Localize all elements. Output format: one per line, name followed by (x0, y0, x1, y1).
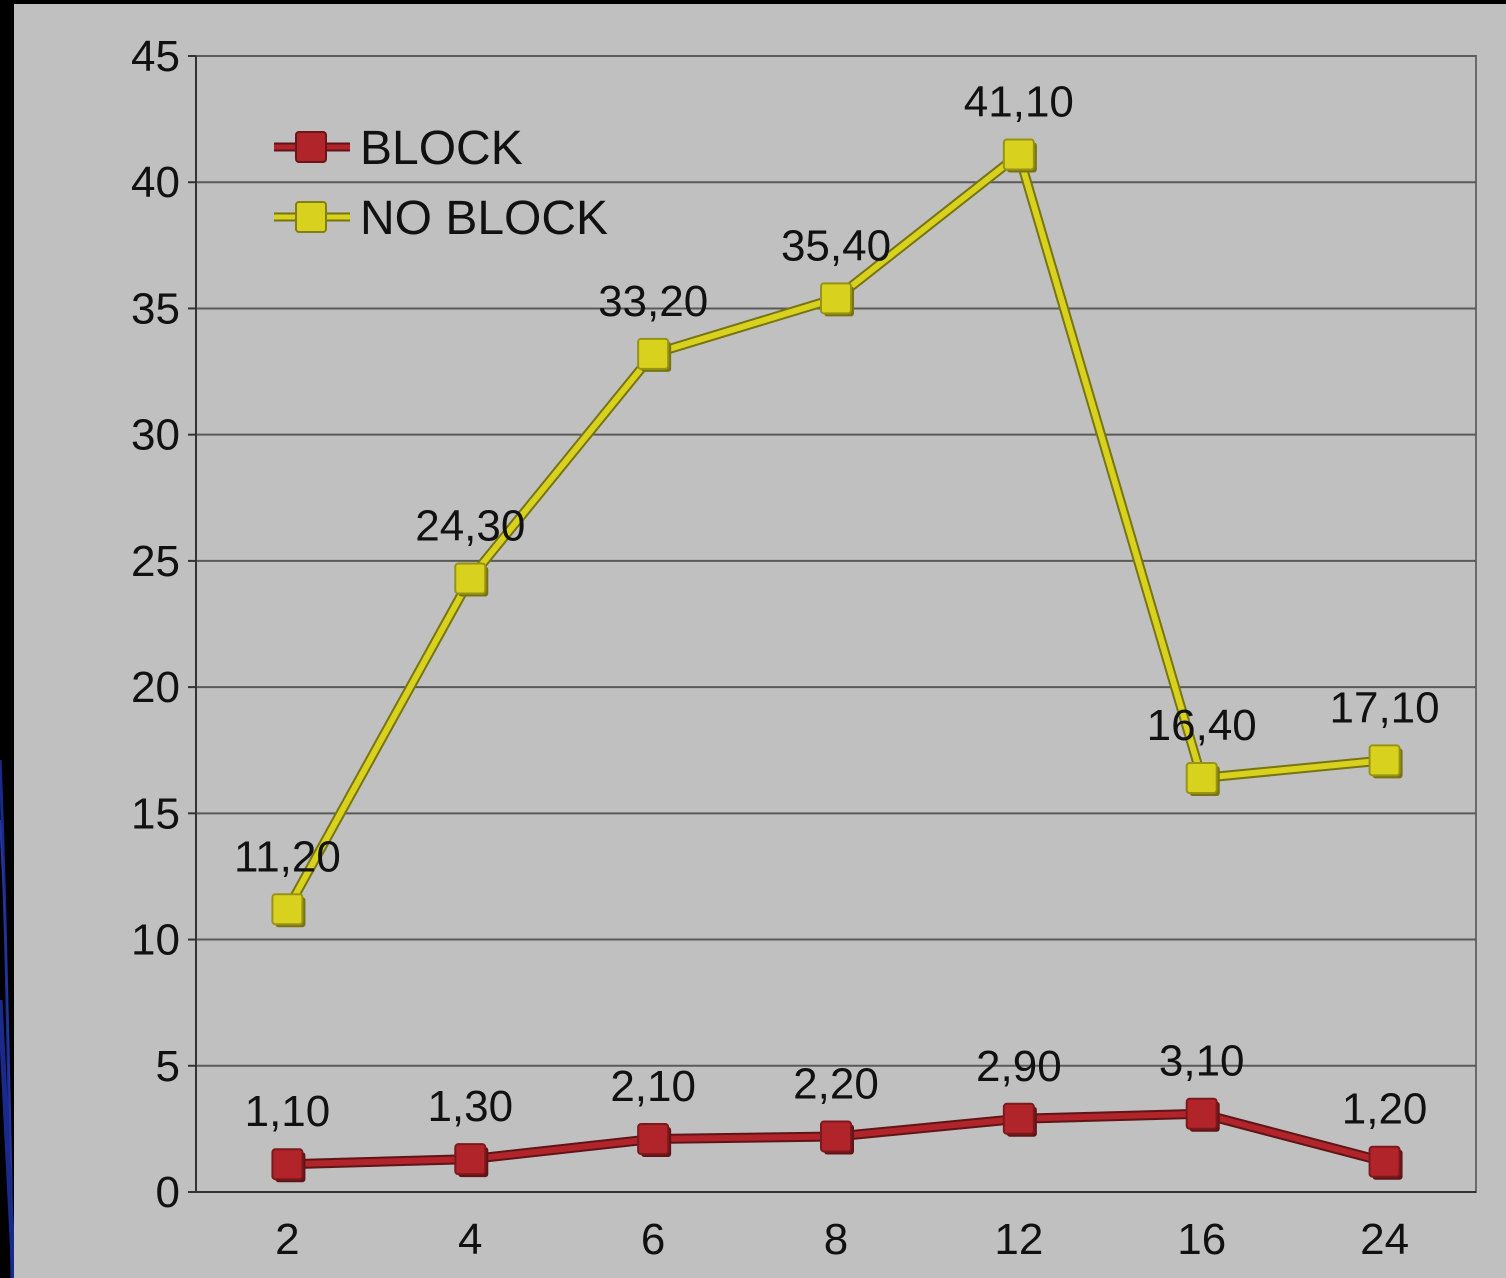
x-tick-label: 6 (641, 1215, 665, 1264)
data-point (1368, 744, 1401, 777)
legend-label: NO BLOCK (360, 192, 608, 245)
data-point (820, 282, 852, 315)
data-point (271, 893, 304, 926)
chart-panel: 0 5 10 15 20 25 30 35 40 45 2 4 6 8 12 16 24 1,10 1,30 2,10… (14, 4, 1506, 1278)
y-tick-label: 30 (131, 411, 180, 460)
data-label: 1,30 (427, 1082, 513, 1131)
data-label: 24,30 (415, 502, 525, 551)
x-tick-label: 16 (1177, 1215, 1226, 1264)
y-tick-label: 0 (156, 1168, 180, 1217)
data-point (820, 1120, 852, 1153)
y-tick-label: 40 (131, 158, 180, 207)
y-tick-label: 20 (131, 663, 180, 712)
legend-marker (295, 131, 327, 163)
data-label: 41,10 (964, 77, 1074, 126)
x-tick-label: 4 (458, 1215, 482, 1264)
legend-label: BLOCK (360, 122, 523, 175)
data-point (1002, 1102, 1035, 1135)
data-label: 3,10 (1159, 1037, 1245, 1086)
data-point (637, 1122, 670, 1155)
y-tick-label: 35 (131, 284, 180, 333)
x-tick-label: 2 (275, 1215, 299, 1264)
data-point (454, 1143, 487, 1176)
data-point (1002, 138, 1035, 171)
plot-area (195, 55, 1477, 1193)
data-label: 1,20 (1342, 1085, 1428, 1134)
data-point (637, 337, 670, 370)
data-label: 2,10 (610, 1062, 696, 1111)
data-label: 1,10 (245, 1087, 331, 1136)
legend-marker (295, 201, 327, 233)
data-point (454, 562, 487, 595)
data-label: 35,40 (781, 221, 891, 270)
data-label: 2,20 (793, 1059, 879, 1108)
data-label: 16,40 (1147, 701, 1257, 750)
y-tick-label: 45 (131, 32, 180, 81)
x-tick-label: 8 (824, 1215, 848, 1264)
x-tick-label: 12 (994, 1215, 1043, 1264)
y-tick-label: 5 (156, 1042, 180, 1091)
data-label: 11,20 (234, 832, 341, 881)
x-tick-label: 24 (1360, 1215, 1409, 1264)
data-point (1185, 1097, 1218, 1130)
data-label: 17,10 (1330, 683, 1440, 732)
data-point (1185, 761, 1218, 794)
data-point (1368, 1145, 1401, 1178)
y-tick-label: 25 (131, 537, 180, 586)
data-point (271, 1148, 304, 1181)
y-tick-label: 15 (131, 789, 180, 838)
data-label: 2,90 (976, 1042, 1062, 1091)
y-tick-label: 10 (131, 916, 180, 965)
data-label: 33,20 (598, 277, 708, 326)
